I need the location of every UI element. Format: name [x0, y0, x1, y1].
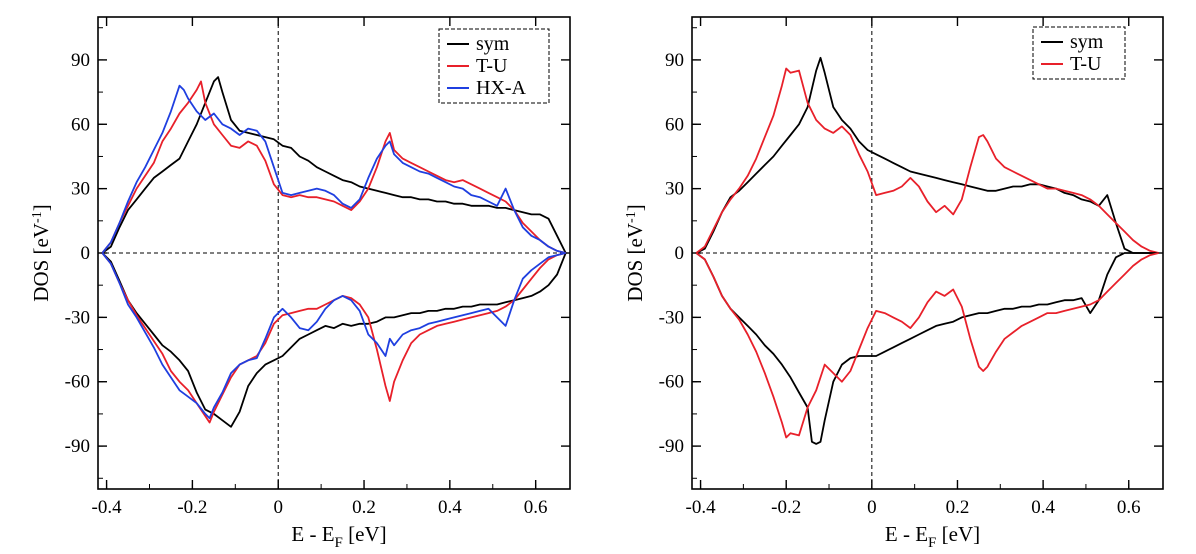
series-line-sym: [695, 252, 1159, 445]
legend-label-t-u: T-U: [1070, 53, 1102, 75]
series-line-hx-a: [101, 252, 566, 420]
series-line-t-u: [101, 80, 566, 254]
x-axis-label: E - EF [eV]: [291, 522, 386, 551]
x-tick-label: 0: [273, 497, 283, 518]
x-tick-label: 0.2: [352, 497, 376, 518]
x-axis-label-unit: [eV]: [343, 522, 387, 546]
y-tick-label: 90: [71, 50, 90, 71]
y-tick-label: 0: [675, 243, 685, 264]
x-tick-label: 0: [867, 497, 877, 518]
legend-label-t-u: T-U: [476, 55, 508, 77]
legend-box: [1032, 26, 1126, 80]
x-axis-label-sub: F: [928, 535, 936, 551]
legend-label-sym: sym: [476, 33, 510, 55]
y-tick-label: -60: [65, 372, 90, 393]
y-axis-label-end: ]: [29, 204, 53, 211]
y-axis-label: DOS [eV-1]: [29, 204, 53, 301]
y-axis-label-sup: -1: [30, 211, 45, 223]
chart-panel-1: -0.4 -0.2 0 0.2 0.4 0.6 -90 -60 -30 0 30 60 90 E - EF…: [29, 16, 571, 551]
y-axis-label-main: DOS [eV: [29, 223, 53, 302]
y-axis-label-main: DOS [eV: [623, 223, 647, 302]
y-tick-label: 30: [665, 179, 684, 200]
x-axis-label: E - EF [eV]: [885, 522, 980, 551]
series-line-sym: [101, 76, 567, 254]
y-axis-label: DOS [eV-1]: [623, 204, 647, 301]
legend-label-sym: sym: [1070, 31, 1104, 53]
series-line-t-u: [695, 252, 1159, 439]
x-tick-label: -0.4: [92, 497, 123, 518]
y-axis-label-sup: -1: [624, 211, 639, 223]
x-tick-label: -0.2: [177, 497, 207, 518]
legend-label-hx-a: HX-A: [476, 77, 527, 99]
x-axis-label-unit: [eV]: [936, 522, 980, 546]
y-tick-label: 60: [71, 114, 90, 135]
y-axis-label-end: ]: [623, 204, 647, 211]
chart-panel-2: -0.4 -0.2 0 0.2 0.4 0.6 -90 -60 -30 0 30 60 90 E - EF…: [623, 16, 1164, 551]
x-tick-label: -0.4: [686, 497, 717, 518]
y-tick-label: -60: [659, 372, 684, 393]
y-tick-label: -30: [659, 307, 684, 328]
series-line-hx-a: [101, 84, 566, 254]
x-tick-label: 0.6: [1117, 497, 1141, 518]
x-axis-label-main: E - E: [291, 522, 334, 546]
x-tick-label: 0.4: [438, 497, 462, 518]
series-line-sym: [695, 56, 1159, 254]
y-tick-label: 30: [71, 179, 90, 200]
x-tick-label: 0.4: [1031, 497, 1055, 518]
y-tick-label: -90: [659, 436, 684, 457]
y-tick-label: 0: [81, 243, 91, 264]
y-tick-label: 60: [665, 114, 684, 135]
y-tick-label: -90: [65, 436, 90, 457]
series-line-t-u: [101, 252, 566, 424]
y-tick-label: 90: [665, 50, 684, 71]
series-line-t-u: [695, 67, 1159, 254]
x-axis-label-main: E - E: [885, 522, 928, 546]
x-axis-label-sub: F: [335, 535, 343, 551]
y-tick-label: -30: [65, 307, 90, 328]
x-tick-label: 0.2: [946, 497, 970, 518]
x-tick-label: -0.2: [771, 497, 801, 518]
x-tick-label: 0.6: [524, 497, 548, 518]
series-line-sym: [101, 252, 567, 428]
